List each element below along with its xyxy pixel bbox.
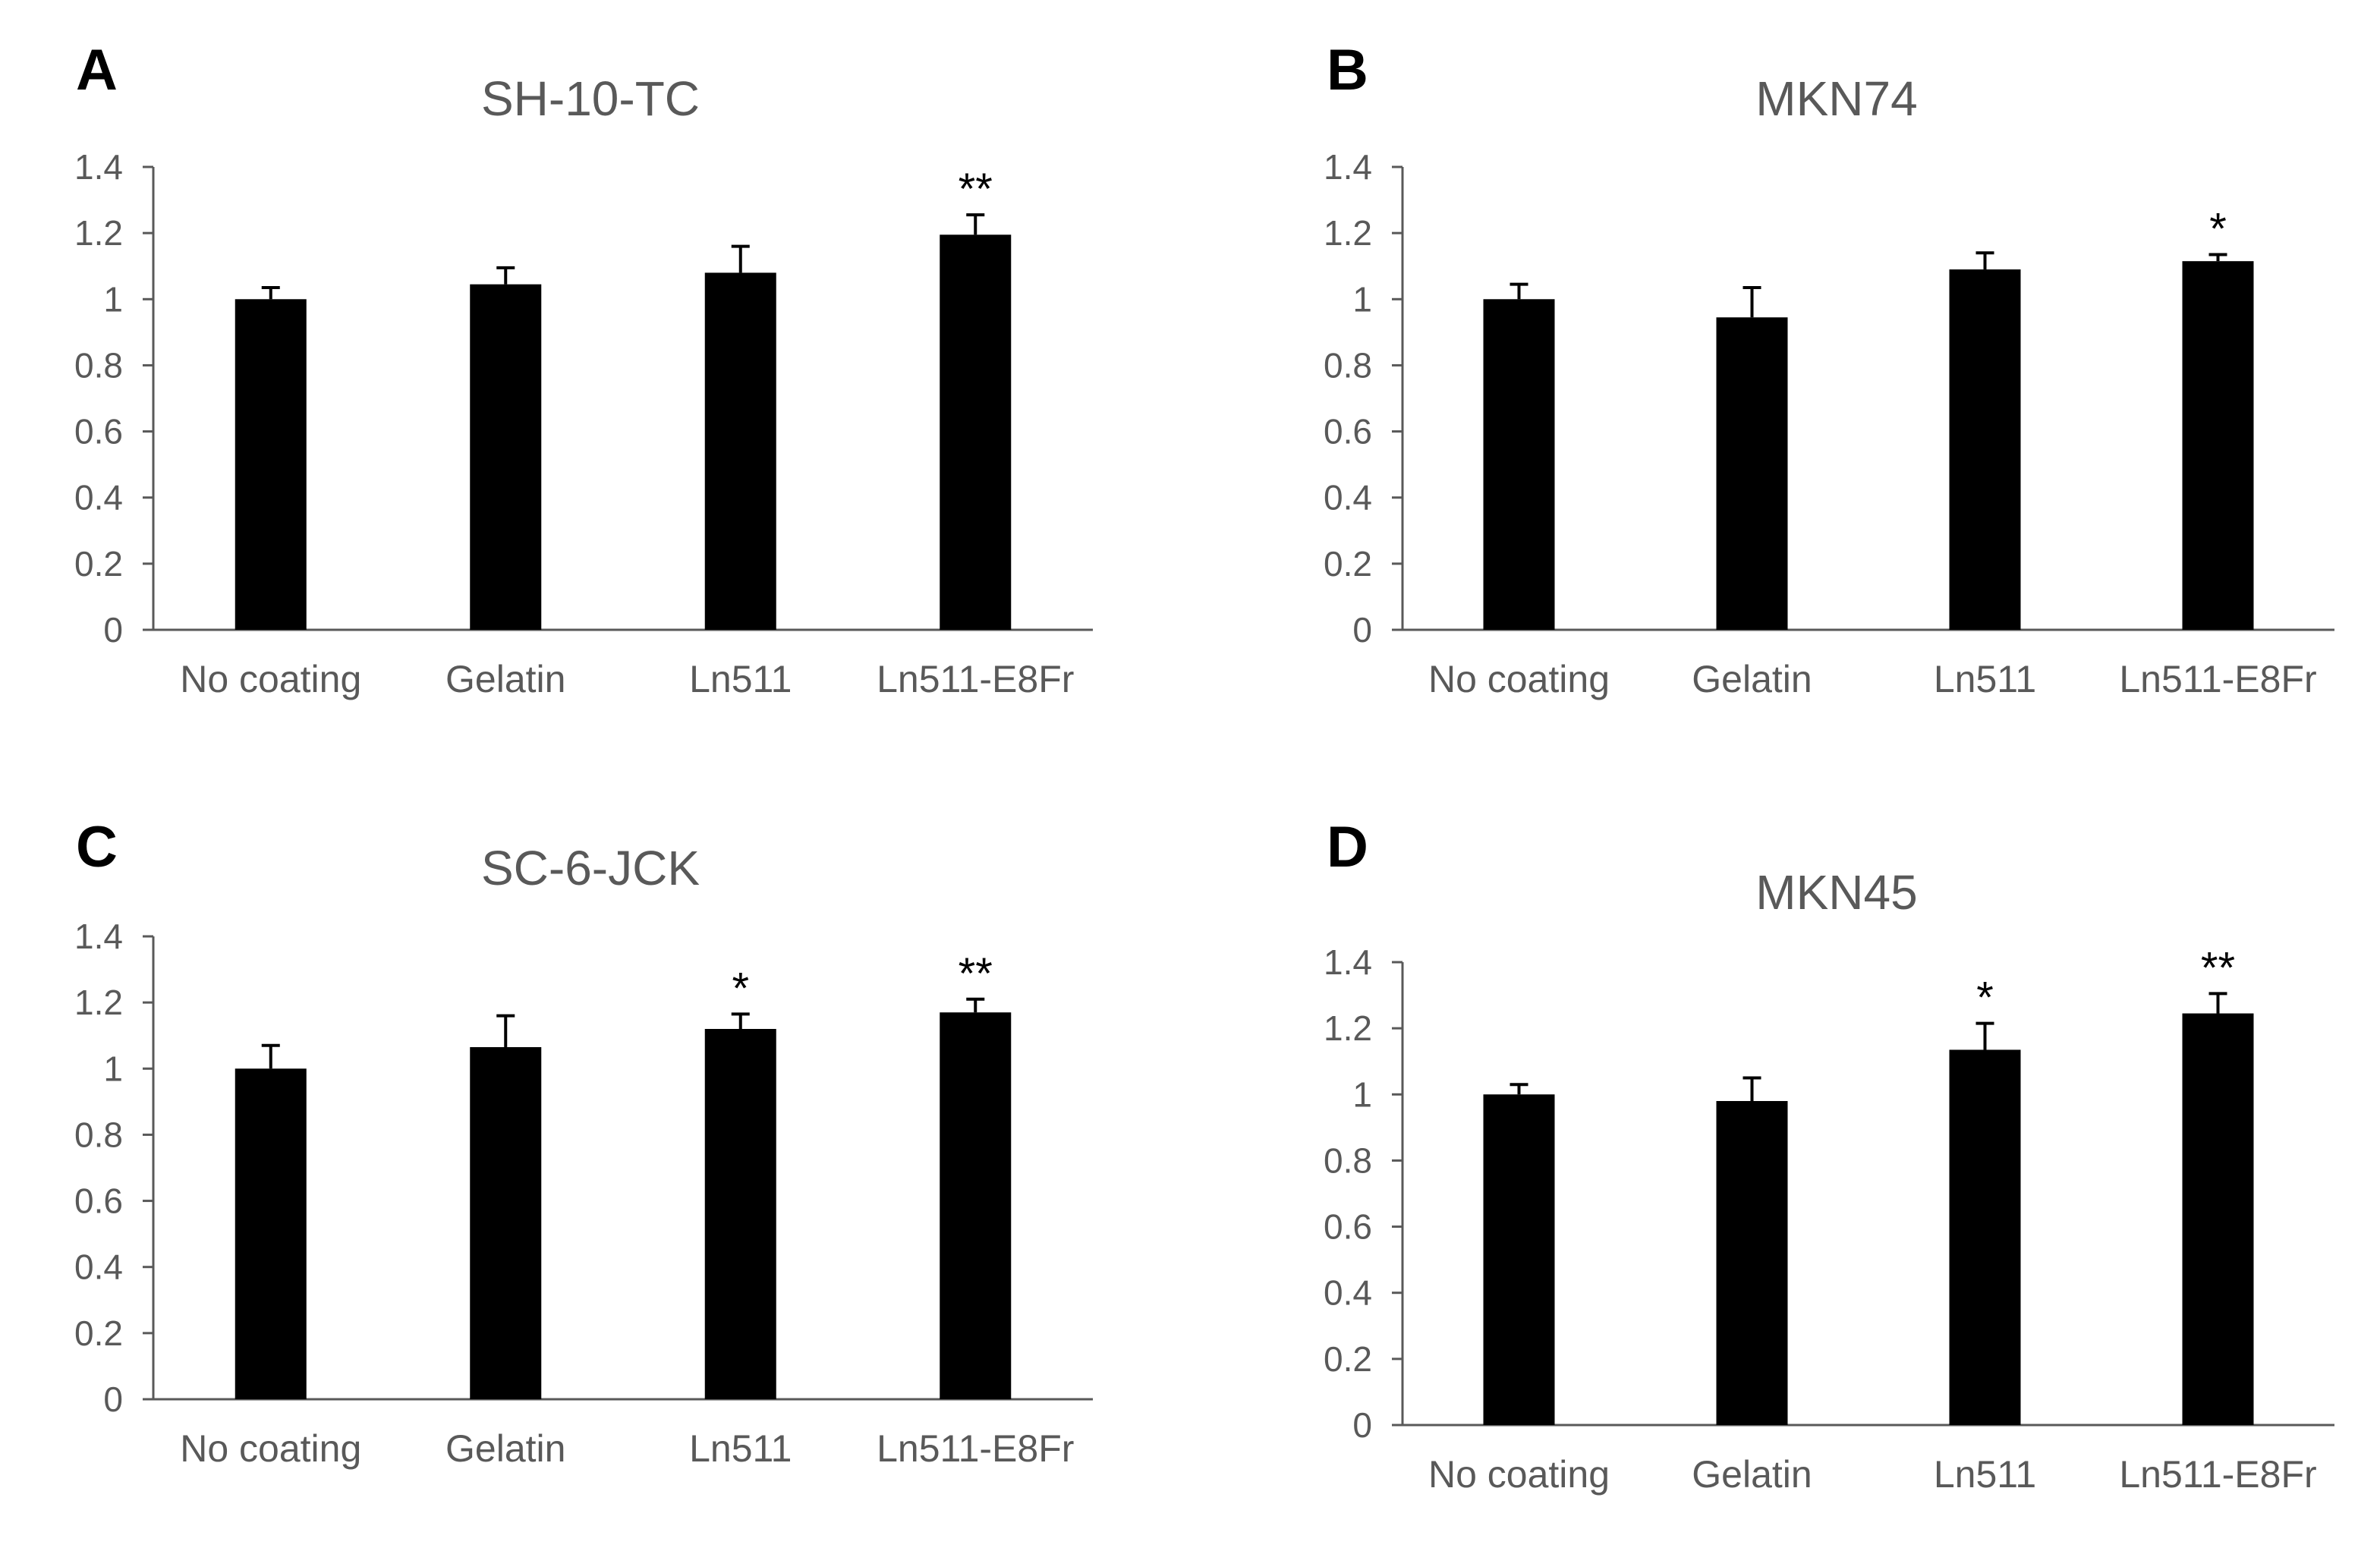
chart-panel-a: A SH-10-TC 0 0.2 0.4 0.6 0.8 1 1.2 1.4 No coating G… xyxy=(74,38,1093,700)
x-category-label: Ln511-E8Fr xyxy=(877,1427,1074,1470)
y-tick-label: 0.4 xyxy=(74,478,123,518)
x-category-label: Ln511 xyxy=(689,658,792,700)
bar-ln511 xyxy=(1949,1049,2021,1425)
y-tick-label: 0.4 xyxy=(1324,478,1372,518)
y-tick-label: 1.4 xyxy=(74,917,123,956)
panel-letter: A xyxy=(76,38,118,102)
y-tick-label: 0.2 xyxy=(74,544,123,584)
x-category-label: No coating xyxy=(1428,1453,1610,1496)
y-tick-label: 1.2 xyxy=(1324,1008,1372,1048)
x-category-label: Ln511-E8Fr xyxy=(2119,658,2316,700)
y-tick-label: 0.8 xyxy=(1324,345,1372,385)
chart-title: MKN45 xyxy=(1755,865,1917,920)
chart-title: SH-10-TC xyxy=(481,71,700,126)
y-tick-label: 0.6 xyxy=(74,412,123,451)
x-category-label: Ln511 xyxy=(1934,1453,2036,1496)
y-tick-label: 1.4 xyxy=(1324,147,1372,187)
x-category-label: Gelatin xyxy=(445,1427,565,1470)
significance-marker: * xyxy=(2209,204,2227,253)
x-category-label: Gelatin xyxy=(445,658,565,700)
y-tick-label: 0 xyxy=(103,1380,123,1419)
y-tick-label: 0.2 xyxy=(1324,1339,1372,1379)
x-category-label: Gelatin xyxy=(1692,658,1812,700)
panel-letter: D xyxy=(1327,815,1368,879)
significance-marker: * xyxy=(732,964,749,1013)
x-category-label: Ln511 xyxy=(689,1427,792,1470)
bar-gelatin xyxy=(1716,1101,1788,1425)
y-tick-label: 0.2 xyxy=(74,1313,123,1353)
x-category-label: Gelatin xyxy=(1692,1453,1812,1496)
bar-ln511-e8fr xyxy=(2182,261,2254,630)
panel-letter: C xyxy=(76,815,118,879)
x-category-label: Ln511-E8Fr xyxy=(877,658,1074,700)
y-tick-label: 1 xyxy=(1352,279,1372,319)
y-tick-label: 0 xyxy=(1352,1405,1372,1445)
y-tick-label: 0.4 xyxy=(74,1247,123,1287)
y-tick-label: 0.8 xyxy=(74,1115,123,1154)
y-tick-label: 1.4 xyxy=(1324,942,1372,982)
bar-ln511 xyxy=(1949,269,2021,630)
bar-no-coating xyxy=(1483,299,1555,630)
x-category-label: No coating xyxy=(1428,658,1610,700)
y-tick-label: 1 xyxy=(103,279,123,319)
x-category-label: No coating xyxy=(180,658,361,700)
bar-gelatin xyxy=(470,284,542,630)
bar-ln511 xyxy=(704,1029,776,1399)
y-tick-label: 1.4 xyxy=(74,147,123,187)
y-tick-label: 0 xyxy=(103,610,123,650)
bar-no-coating xyxy=(235,1068,307,1399)
y-tick-label: 0.6 xyxy=(74,1181,123,1221)
y-tick-label: 1.2 xyxy=(74,213,123,253)
y-tick-label: 0.2 xyxy=(1324,544,1372,584)
chart-title: SC-6-JCK xyxy=(481,841,700,895)
chart-panel-c: C SC-6-JCK 0 0.2 0.4 0.6 0.8 1 1.2 1.4 No coating G… xyxy=(74,815,1093,1470)
x-category-label: Ln511 xyxy=(1934,658,2036,700)
significance-marker: ** xyxy=(2201,943,2235,993)
y-tick-label: 1 xyxy=(1352,1074,1372,1114)
y-tick-label: 0.8 xyxy=(1324,1140,1372,1180)
y-tick-label: 1.2 xyxy=(1324,213,1372,253)
bar-ln511-e8fr xyxy=(940,234,1012,631)
bar-ln511 xyxy=(704,272,776,630)
y-tick-label: 0.8 xyxy=(74,345,123,385)
bar-gelatin xyxy=(470,1046,542,1399)
significance-marker: * xyxy=(1976,974,1994,1023)
x-category-label: No coating xyxy=(180,1427,361,1470)
significance-marker: ** xyxy=(959,165,993,214)
y-tick-label: 0.6 xyxy=(1324,1207,1372,1247)
significance-marker: ** xyxy=(959,949,993,999)
chart-panel-d: D MKN45 0 0.2 0.4 0.6 0.8 1 1.2 1.4 No coating Gela… xyxy=(1324,815,2334,1496)
chart-panel-b: B MKN74 0 0.2 0.4 0.6 0.8 1 1.2 1.4 No coating Gela… xyxy=(1324,38,2334,700)
panel-letter: B xyxy=(1327,38,1368,102)
y-tick-label: 0.6 xyxy=(1324,412,1372,451)
bar-gelatin xyxy=(1716,317,1788,630)
bar-ln511-e8fr xyxy=(940,1012,1012,1399)
bar-no-coating xyxy=(1483,1094,1555,1425)
bar-ln511-e8fr xyxy=(2182,1013,2254,1425)
x-category-label: Ln511-E8Fr xyxy=(2119,1453,2316,1496)
y-tick-label: 0 xyxy=(1352,610,1372,650)
y-tick-label: 1.2 xyxy=(74,983,123,1022)
y-tick-label: 0.4 xyxy=(1324,1273,1372,1313)
bar-no-coating xyxy=(235,299,307,630)
y-tick-label: 1 xyxy=(103,1049,123,1088)
chart-title: MKN74 xyxy=(1755,71,1917,126)
